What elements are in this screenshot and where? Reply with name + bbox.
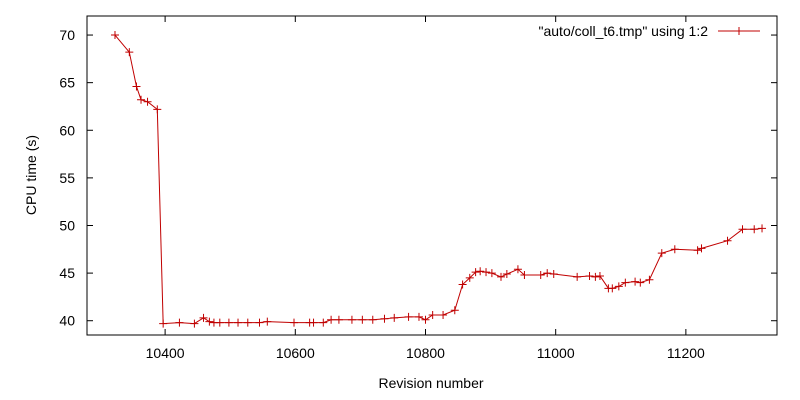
data-point-marker xyxy=(263,317,272,326)
data-point-marker xyxy=(290,318,298,327)
series-line xyxy=(114,34,763,325)
data-point-marker xyxy=(458,280,467,289)
data-point-marker xyxy=(368,315,377,324)
data-point-marker xyxy=(334,315,343,324)
data-point-marker xyxy=(513,265,522,274)
data-point-marker xyxy=(404,312,413,321)
data-point-marker xyxy=(234,318,243,327)
y-tick-label: 65 xyxy=(59,75,75,91)
data-point-marker xyxy=(421,315,430,324)
data-point-marker xyxy=(645,275,654,284)
data-point-marker xyxy=(414,312,423,321)
data-point-marker xyxy=(621,278,630,287)
plot-frame xyxy=(86,15,778,336)
data-point-marker xyxy=(497,272,505,281)
data-point-marker xyxy=(255,318,264,327)
legend-marker-plus xyxy=(735,27,743,35)
series-layer xyxy=(110,31,767,328)
x-tick-label: 11200 xyxy=(667,345,705,361)
data-point-marker xyxy=(543,269,552,278)
data-point-marker xyxy=(591,272,600,281)
data-point-marker xyxy=(693,246,702,255)
legend-label: "auto/coll_t6.tmp" using 1:2 xyxy=(539,23,709,39)
data-point-marker xyxy=(380,314,389,323)
data-point-marker xyxy=(190,319,199,328)
y-axis: 40 45 50 55 60 65 70 xyxy=(59,27,777,329)
x-axis: 10400 10600 10800 11000 11200 xyxy=(146,16,705,361)
data-point-marker xyxy=(482,268,491,277)
x-axis-title: Revision number xyxy=(378,375,483,391)
data-point-marker xyxy=(175,318,184,327)
data-point-marker xyxy=(657,249,666,258)
y-tick-label: 40 xyxy=(59,313,75,329)
data-point-marker xyxy=(428,311,437,320)
y-tick-label: 55 xyxy=(59,170,75,186)
legend-marker-sample xyxy=(735,27,743,35)
data-point-marker xyxy=(585,271,594,280)
data-point-marker xyxy=(153,105,162,114)
x-tick-label: 10400 xyxy=(146,345,185,361)
data-point-marker xyxy=(327,315,336,324)
data-point-marker xyxy=(450,306,459,315)
data-point-marker xyxy=(738,225,747,234)
data-point-marker xyxy=(243,318,252,327)
data-point-marker xyxy=(549,270,558,279)
data-point-marker xyxy=(536,271,545,280)
y-tick-label: 50 xyxy=(59,217,75,233)
data-point-marker xyxy=(390,313,399,322)
data-point-marker xyxy=(309,318,318,327)
data-point-marker xyxy=(110,31,119,40)
data-point-marker xyxy=(205,317,214,326)
y-tick-label: 60 xyxy=(59,122,75,138)
data-point-marker xyxy=(758,224,767,233)
data-point-marker xyxy=(608,284,617,293)
data-point-marker xyxy=(224,318,233,327)
data-point-marker xyxy=(487,269,496,278)
data-point-marker xyxy=(614,282,623,291)
data-point-marker xyxy=(132,82,141,91)
data-point-marker xyxy=(697,244,706,253)
data-point-marker xyxy=(520,271,529,280)
x-tick-label: 10800 xyxy=(406,345,445,361)
data-point-marker xyxy=(723,236,732,245)
data-point-marker xyxy=(476,267,485,276)
data-point-marker xyxy=(137,95,146,104)
data-point-marker xyxy=(143,97,152,106)
data-point-marker xyxy=(636,278,645,287)
y-tick-label: 70 xyxy=(59,27,75,43)
data-point-marker xyxy=(595,271,604,280)
data-point-marker xyxy=(631,277,640,286)
data-point-marker xyxy=(670,245,679,254)
data-point-marker xyxy=(471,268,480,277)
data-point-marker xyxy=(199,313,208,322)
data-point-marker xyxy=(215,318,224,327)
data-point-marker xyxy=(125,48,134,57)
data-point-marker xyxy=(750,225,759,234)
data-point-marker xyxy=(159,319,168,328)
y-axis-title: CPU time (s) xyxy=(23,135,39,215)
data-point-marker xyxy=(573,272,582,281)
data-point-marker xyxy=(319,318,328,327)
x-tick-label: 11000 xyxy=(537,345,575,361)
data-point-marker xyxy=(347,315,356,324)
data-point-marker xyxy=(502,270,511,279)
legend: "auto/coll_t6.tmp" using 1:2 xyxy=(539,23,760,39)
y-tick-label: 45 xyxy=(59,265,75,281)
x-tick-label: 10600 xyxy=(276,345,315,361)
data-point-marker xyxy=(358,315,367,324)
data-point-marker xyxy=(439,311,448,320)
data-point-marker xyxy=(465,273,474,282)
